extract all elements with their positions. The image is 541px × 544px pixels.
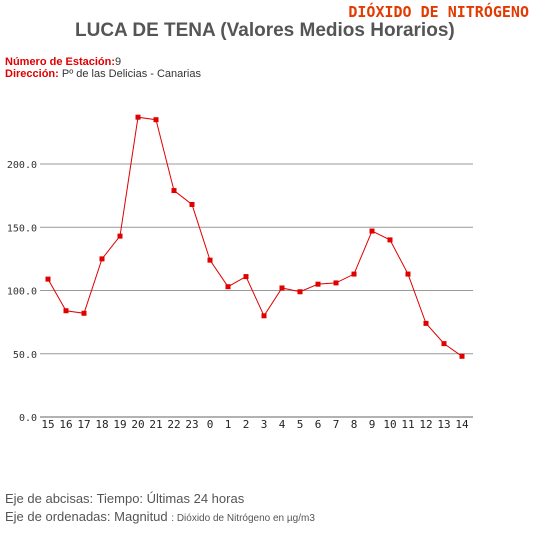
data-point: [351, 271, 357, 277]
y-tick-label: 0.0: [19, 413, 37, 424]
y-axis-unit: : Dióxido de Nitrógeno en µg/m3: [171, 513, 315, 524]
y-axis-ticks: 0.0 50.0 100.0 150.0 200.0: [7, 160, 37, 424]
data-point: [153, 117, 159, 123]
data-point: [441, 341, 447, 347]
data-point: [297, 289, 303, 295]
pollutant-name: DIÓXIDO DE NITRÓGENO: [348, 3, 529, 21]
data-point: [225, 284, 231, 290]
data-point: [135, 114, 141, 120]
data-point: [279, 285, 285, 291]
series-line: [47, 116, 463, 357]
data-point: [171, 188, 177, 194]
x-tick-label: 8: [351, 418, 358, 431]
x-tick-label: 6: [315, 418, 322, 431]
y-axis-note-value: Magnitud: [114, 509, 168, 524]
x-tick-label: 4: [279, 418, 286, 431]
series-nitrogen-dioxide: [45, 114, 465, 359]
x-tick-label: 11: [401, 418, 414, 431]
data-point: [81, 310, 87, 316]
data-point: [63, 308, 69, 314]
y-tick-label: 200.0: [7, 160, 37, 171]
station-address-label: Dirección:: [5, 68, 59, 80]
data-point: [369, 228, 375, 234]
station-number-value: 9: [115, 56, 122, 68]
data-point: [333, 280, 339, 286]
data-point: [405, 271, 411, 277]
data-point: [243, 274, 249, 280]
x-tick-label: 10: [383, 418, 396, 431]
data-point: [387, 237, 393, 243]
x-tick-label: 23: [185, 418, 198, 431]
station-number: Número de Estación:9: [5, 56, 121, 68]
x-tick-label: 7: [333, 418, 340, 431]
x-tick-label: 5: [297, 418, 304, 431]
x-tick-label: 19: [113, 418, 126, 431]
x-tick-label: 21: [149, 418, 162, 431]
station-address: Dirección: Pº de las Delicias - Canarias: [5, 68, 201, 80]
x-tick-label: 13: [437, 418, 450, 431]
x-tick-label: 1: [225, 418, 232, 431]
station-number-label: Número de Estación:: [5, 56, 116, 68]
y-tick-label: 150.0: [7, 223, 37, 234]
page-title: LUCA DE TENA (Valores Medios Horarios): [75, 20, 455, 41]
y-axis-note: Eje de ordenadas: Magnitud : Dióxido de …: [5, 508, 315, 528]
data-point: [117, 233, 123, 239]
station-address-value: Pº de las Delicias - Canarias: [61, 68, 201, 80]
x-tick-label: 18: [95, 418, 108, 431]
x-axis-note: Eje de abcisas: Tiempo: Últimas 24 horas: [5, 490, 315, 508]
data-point: [45, 276, 51, 282]
x-tick-label: 2: [243, 418, 250, 431]
x-tick-label: 15: [41, 418, 54, 431]
data-point: [315, 281, 321, 287]
data-point: [423, 320, 429, 326]
y-tick-label: 100.0: [7, 287, 37, 298]
y-axis-note-label: Eje de ordenadas:: [5, 509, 111, 524]
x-axis-note-value: Tiempo: Últimas 24 horas: [96, 491, 245, 506]
x-axis-note-label: Eje de abcisas:: [5, 491, 94, 506]
x-tick-label: 14: [455, 418, 469, 431]
y-tick-label: 50.0: [13, 350, 37, 361]
data-point: [207, 257, 213, 263]
x-tick-label: 22: [167, 418, 180, 431]
data-point: [189, 201, 195, 207]
x-tick-label: 16: [59, 418, 72, 431]
x-tick-label: 12: [419, 418, 432, 431]
data-point: [261, 313, 267, 319]
grid-lines: [40, 163, 473, 418]
x-tick-label: 3: [261, 418, 268, 431]
x-tick-label: 0: [207, 418, 214, 431]
x-axis-ticks: 15 16 17 18 19 20 21 22 23 0 1 2 3 4 5 6 7 8 9 10 11 12 13 14: [41, 418, 469, 431]
axis-notes: Eje de abcisas: Tiempo: Últimas 24 horas…: [5, 490, 315, 528]
data-point: [99, 256, 105, 262]
data-point: [459, 353, 465, 359]
x-tick-label: 17: [77, 418, 90, 431]
x-tick-label: 9: [369, 418, 376, 431]
x-tick-label: 20: [131, 418, 144, 431]
